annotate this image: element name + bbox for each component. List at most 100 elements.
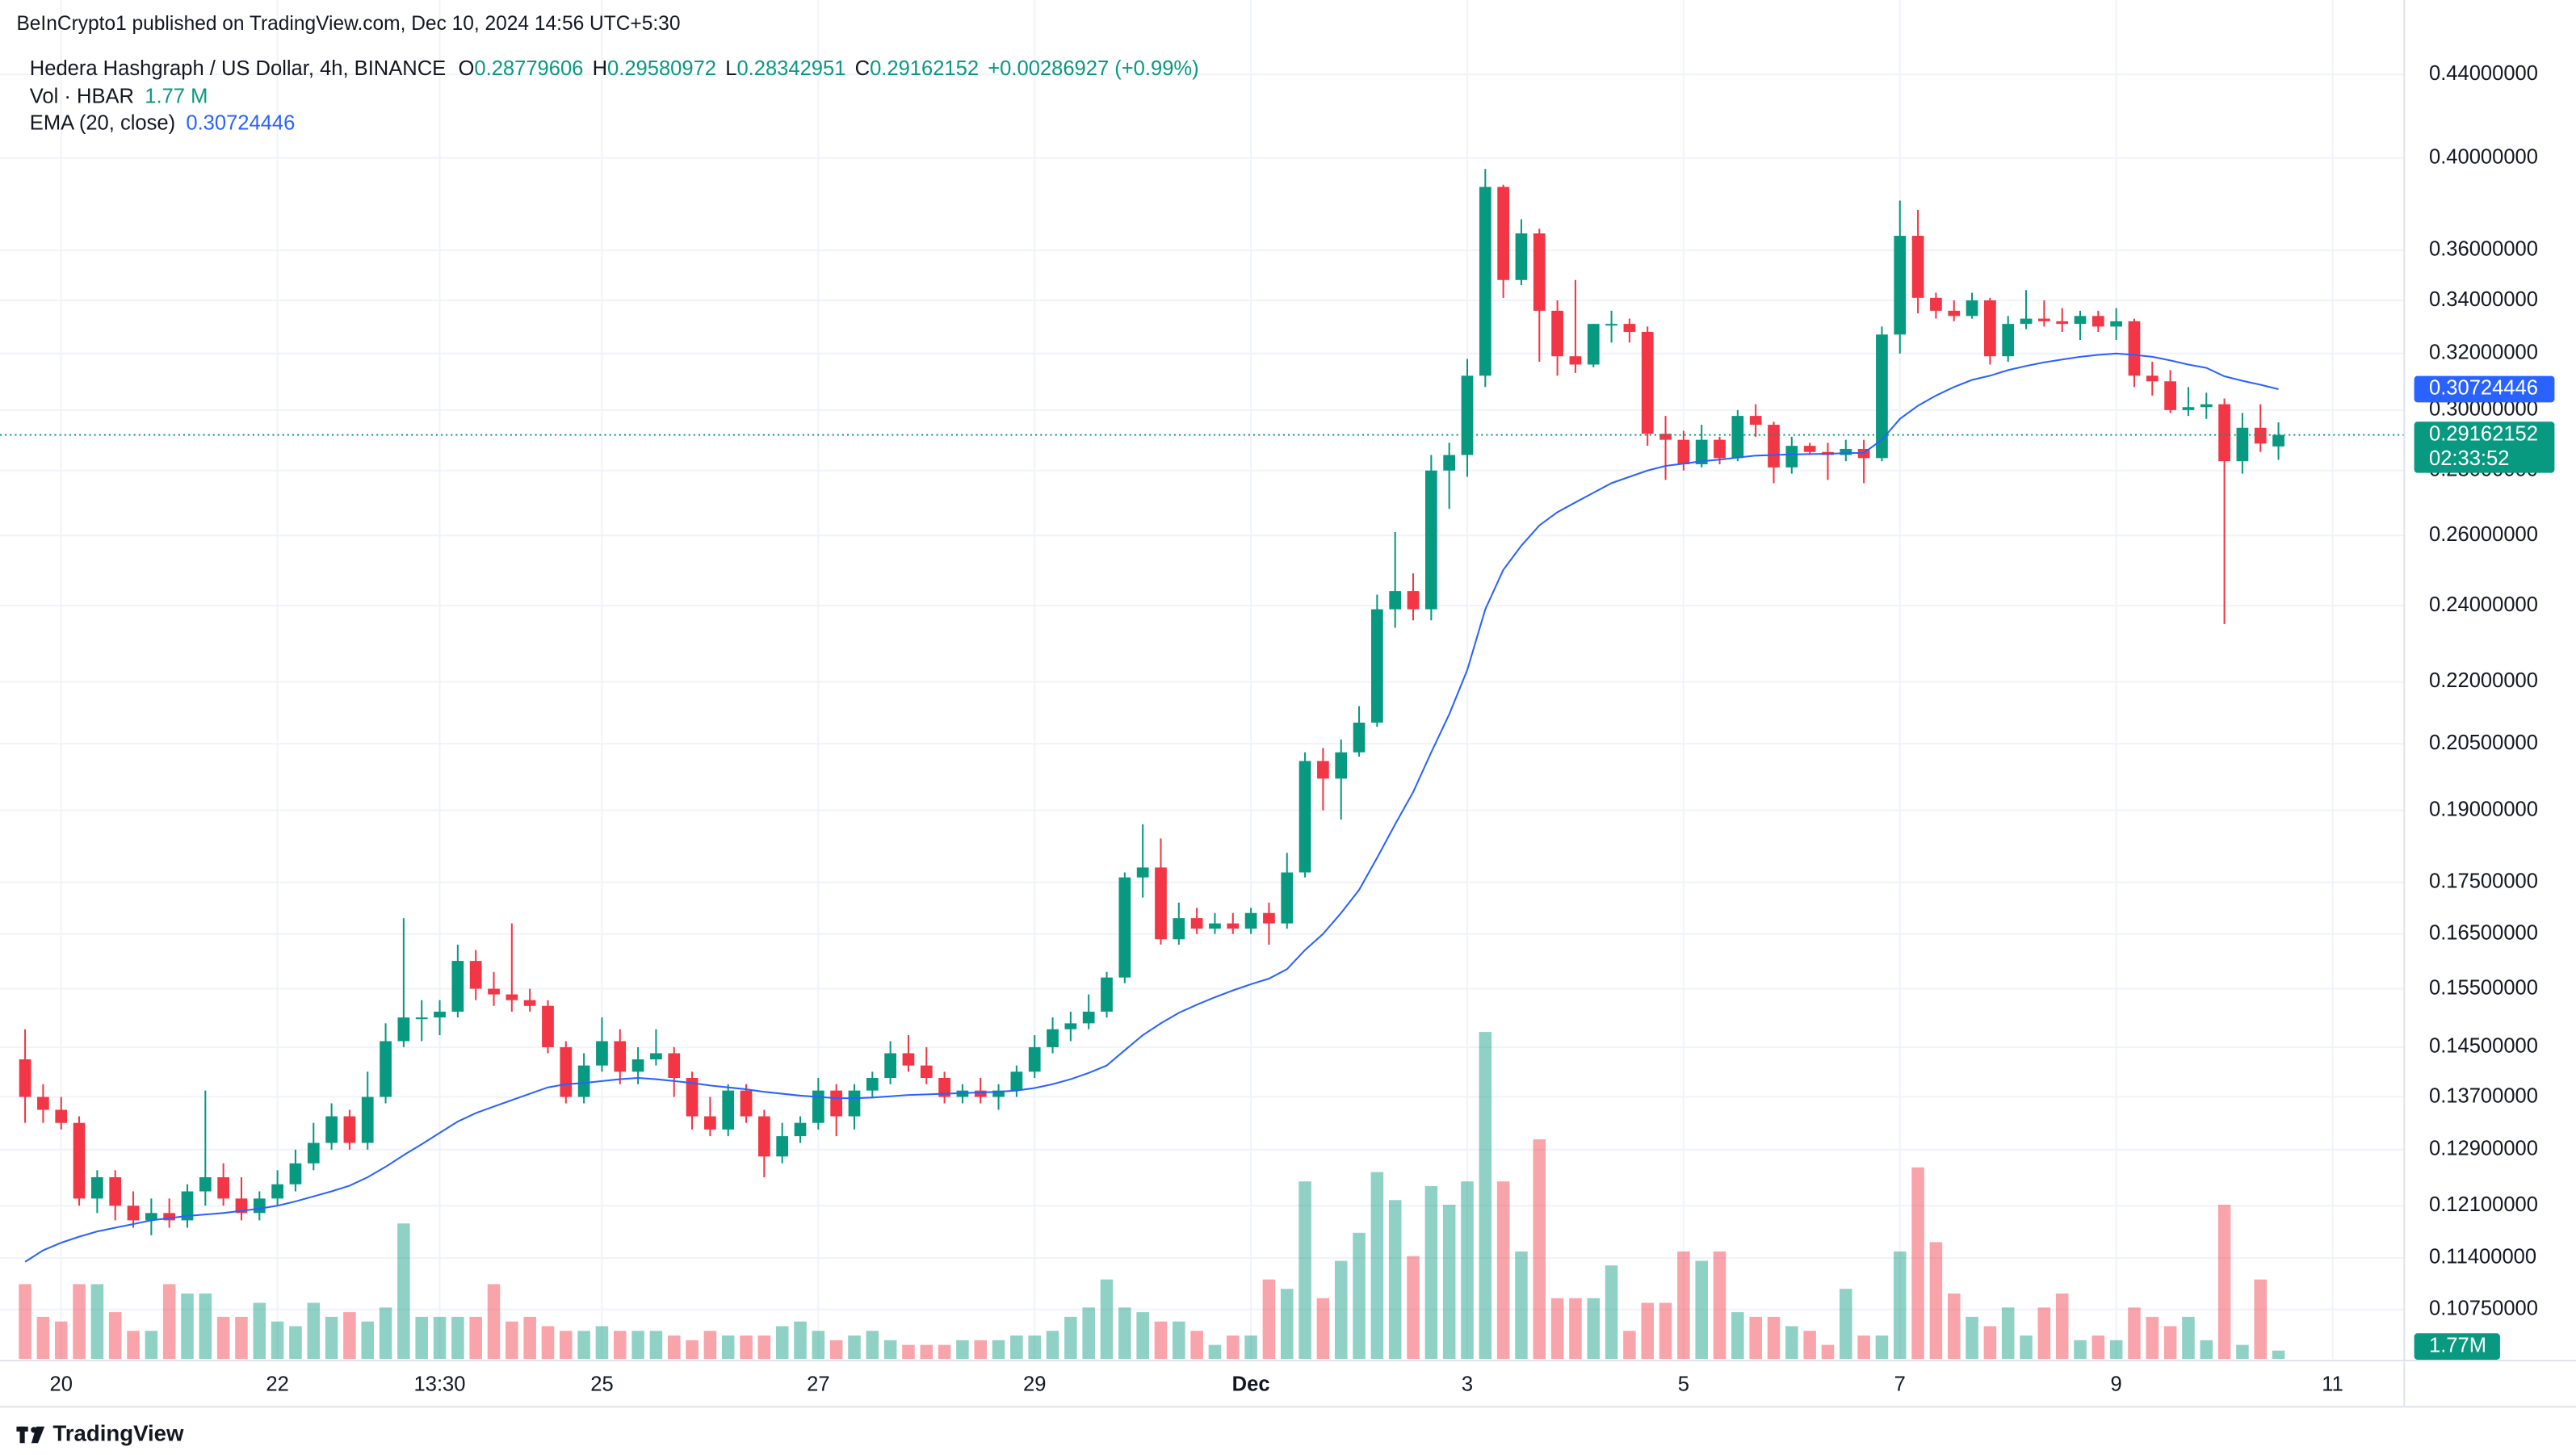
candle-body <box>1263 912 1275 924</box>
candle-body <box>974 1090 987 1097</box>
ohlc-value: 0.28779606 <box>474 57 583 80</box>
volume-bar <box>577 1331 590 1359</box>
volume-bar <box>1929 1242 1943 1359</box>
volume-bar <box>271 1321 284 1359</box>
candle-body <box>1353 722 1366 753</box>
candle-body <box>19 1059 31 1097</box>
volume-value: 1.77 M <box>145 85 208 107</box>
y-tick-label: 0.32000000 <box>2429 342 2538 364</box>
candle-body <box>776 1136 789 1157</box>
volume-bar <box>1803 1331 1816 1359</box>
volume-bar <box>2037 1307 2051 1359</box>
candle-body <box>920 1065 933 1079</box>
candle-body <box>2056 321 2069 325</box>
candle-body <box>37 1096 49 1110</box>
volume-bar <box>1695 1260 1708 1359</box>
x-tick-label: 11 <box>2322 1373 2343 1395</box>
candle-body <box>650 1053 662 1060</box>
volume-bar <box>2146 1316 2159 1359</box>
candle-body <box>2020 318 2033 325</box>
volume-bar <box>506 1321 518 1359</box>
candle-body <box>1731 416 1744 459</box>
volume-bar <box>1983 1326 1997 1359</box>
volume-bar <box>1749 1316 1762 1359</box>
volume-bar <box>2254 1279 2268 1359</box>
volume-bar <box>775 1326 789 1359</box>
volume-bar <box>1496 1181 1510 1359</box>
x-tick-label: 22 <box>266 1373 288 1395</box>
x-tick-label: 29 <box>1023 1373 1046 1395</box>
y-tick-label: 0.14500000 <box>2429 1035 2538 1058</box>
volume-bar <box>1173 1321 1185 1359</box>
candle-body <box>1930 297 1942 311</box>
volume-bar <box>2074 1340 2087 1359</box>
volume-bar <box>433 1316 447 1359</box>
volume-bar <box>181 1293 194 1359</box>
volume-bar <box>1659 1302 1672 1359</box>
volume-bar <box>974 1340 988 1359</box>
volume-bar <box>307 1302 321 1359</box>
volume-bar <box>523 1316 536 1359</box>
volume-bar <box>956 1340 969 1359</box>
candle-body <box>1479 187 1491 376</box>
candle-body <box>217 1177 230 1199</box>
candle-body <box>830 1090 843 1117</box>
published-note: BeInCrypto1 published on TradingView.com… <box>16 13 680 35</box>
volume-bar <box>1569 1298 1582 1359</box>
candle-body <box>1244 912 1257 929</box>
x-tick-label: 7 <box>1894 1373 1906 1395</box>
candle-body <box>1190 918 1203 929</box>
volume-bar <box>866 1331 879 1359</box>
volume-bar <box>1821 1344 1835 1359</box>
candle-body <box>722 1090 735 1130</box>
y-tick-label: 0.16500000 <box>2429 921 2538 944</box>
volume-bar <box>397 1223 410 1359</box>
volume-bar <box>235 1316 248 1359</box>
volume-bar <box>721 1335 735 1359</box>
volume-bar <box>54 1321 68 1359</box>
volume-bars <box>19 1032 2285 1359</box>
volume-bar <box>1533 1139 1546 1359</box>
y-tick-label: 0.26000000 <box>2429 523 2538 546</box>
volume-bar <box>1911 1167 1924 1359</box>
candle-body <box>1714 439 1726 459</box>
candle-body <box>1101 977 1113 1012</box>
candle-body <box>1298 761 1311 873</box>
candle-body <box>1984 300 1996 357</box>
x-tick-label: 9 <box>2111 1373 2122 1395</box>
candle-body <box>1515 233 1528 280</box>
volume-bar <box>289 1326 302 1359</box>
volume-bar <box>127 1331 140 1359</box>
volume-bar <box>1353 1232 1366 1359</box>
volume-bar <box>2020 1335 2033 1359</box>
volume-bar <box>1010 1335 1023 1359</box>
candle-body <box>560 1046 573 1097</box>
volume-bar <box>2055 1293 2069 1359</box>
volume-bar <box>1677 1251 1690 1359</box>
volume-bar <box>1424 1185 1438 1359</box>
volume-bar <box>469 1316 482 1359</box>
candle-body <box>1407 591 1420 610</box>
candle-body <box>307 1143 320 1164</box>
candle-body <box>1389 591 1402 610</box>
x-tick-label: 13:30 <box>414 1373 466 1395</box>
candle-body <box>1047 1029 1059 1047</box>
change: +0.00286927 (+0.99%) <box>988 57 1198 80</box>
volume-bar <box>667 1335 681 1359</box>
candle-body <box>235 1198 248 1214</box>
candle-body <box>1082 1011 1095 1024</box>
volume-bar <box>1118 1307 1131 1359</box>
volume-bar <box>2163 1326 2177 1359</box>
y-tick-label: 0.22000000 <box>2429 669 2538 692</box>
volume-bar <box>1875 1335 1889 1359</box>
volume-bar <box>1136 1312 1149 1359</box>
y-tick-label: 0.24000000 <box>2429 593 2538 616</box>
candle-body <box>271 1184 283 1199</box>
volume-bar <box>216 1316 230 1359</box>
candle-body <box>2272 434 2284 447</box>
price-tag <box>2414 421 2555 473</box>
candle-body <box>2091 316 2104 327</box>
ohlc-value: 0.29580972 <box>607 57 716 80</box>
candle-body <box>343 1116 356 1143</box>
